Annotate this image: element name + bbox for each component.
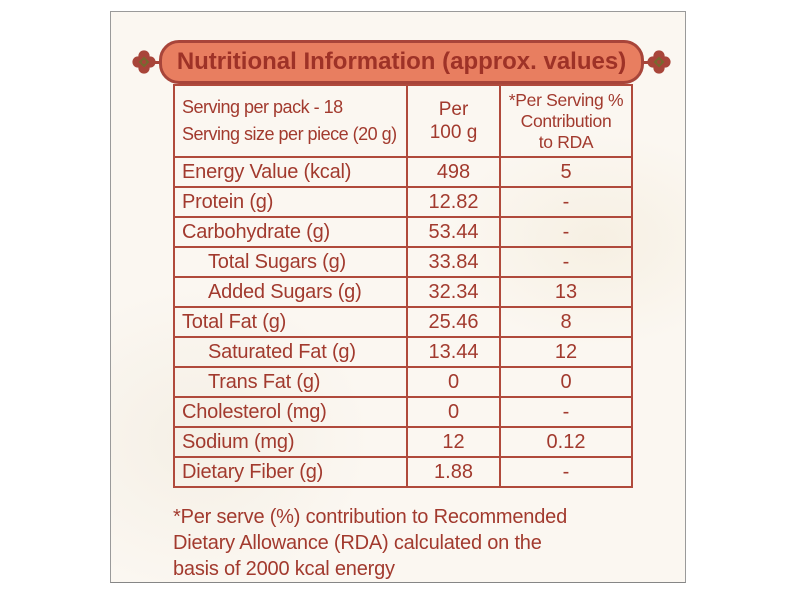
row-label: Protein (g) (173, 186, 408, 218)
row-label: Carbohydrate (g) (173, 216, 408, 248)
serving-info-header: Serving per pack - 18 Serving size per p… (173, 84, 408, 158)
serving-size: Serving size per piece (20 g) (182, 124, 397, 144)
per-100g-header: Per 100 g (406, 84, 501, 158)
row-rda: 5 (499, 156, 633, 188)
row-rda: 0.12 (499, 426, 633, 458)
row-per100: 498 (406, 156, 501, 188)
row-rda: 0 (499, 366, 633, 398)
row-per100: 12 (406, 426, 501, 458)
row-label: Total Fat (g) (173, 306, 408, 338)
table-row: Dietary Fiber (g) 1.88 - (173, 456, 633, 488)
row-label: Total Sugars (g) (173, 246, 408, 278)
footnote-line: Dietary Allowance (RDA) calculated on th… (173, 532, 542, 554)
table-row: Total Fat (g) 25.46 8 (173, 306, 633, 338)
table-row: Saturated Fat (g) 13.44 12 (173, 336, 633, 368)
row-rda: - (499, 216, 633, 248)
table-row: Sodium (mg) 12 0.12 (173, 426, 633, 458)
nutrition-label-photo: Nutritional Information (approx. values)… (110, 11, 686, 583)
table-row: Added Sugars (g) 32.34 13 (173, 276, 633, 308)
table-row: Carbohydrate (g) 53.44 - (173, 216, 633, 248)
row-label: Dietary Fiber (g) (173, 456, 408, 488)
serving-per-pack: Serving per pack - 18 (182, 97, 343, 117)
quatrefoil-diamond-icon-left (131, 49, 157, 75)
row-label: Added Sugars (g) (173, 276, 408, 308)
row-rda: - (499, 246, 633, 278)
row-rda: - (499, 396, 633, 428)
row-per100: 12.82 (406, 186, 501, 218)
footnote-line: basis of 2000 kcal energy (173, 558, 395, 580)
row-per100: 53.44 (406, 216, 501, 248)
row-rda: 12 (499, 336, 633, 368)
row-per100: 1.88 (406, 456, 501, 488)
page-title: Nutritional Information (approx. values) (176, 48, 627, 75)
row-rda: - (499, 456, 633, 488)
row-per100: 32.34 (406, 276, 501, 308)
row-rda: - (499, 186, 633, 218)
row-per100: 33.84 (406, 246, 501, 278)
row-label: Sodium (mg) (173, 426, 408, 458)
row-per100: 25.46 (406, 306, 501, 338)
footnote-line: *Per serve (%) contribution to Recommend… (173, 506, 568, 528)
row-per100: 0 (406, 396, 501, 428)
table-row: Total Sugars (g) 33.84 - (173, 246, 633, 278)
table-header-row: Serving per pack - 18 Serving size per p… (173, 84, 633, 158)
rda-footnote: *Per serve (%) contribution to Recommend… (173, 504, 567, 582)
quatrefoil-diamond-icon-right (646, 49, 672, 75)
table-row: Energy Value (kcal) 498 5 (173, 156, 633, 188)
row-label: Energy Value (kcal) (173, 156, 408, 188)
row-label: Cholesterol (mg) (173, 396, 408, 428)
rda-header: *Per Serving % Contribution to RDA (499, 84, 633, 158)
row-rda: 8 (499, 306, 633, 338)
row-label: Saturated Fat (g) (173, 336, 408, 368)
table-row: Cholesterol (mg) 0 - (173, 396, 633, 428)
row-per100: 13.44 (406, 336, 501, 368)
row-per100: 0 (406, 366, 501, 398)
title-banner: Nutritional Information (approx. values) (159, 40, 644, 84)
table-row: Trans Fat (g) 0 0 (173, 366, 633, 398)
nutrition-table: Serving per pack - 18 Serving size per p… (173, 84, 633, 488)
row-rda: 13 (499, 276, 633, 308)
row-label: Trans Fat (g) (173, 366, 408, 398)
table-row: Protein (g) 12.82 - (173, 186, 633, 218)
